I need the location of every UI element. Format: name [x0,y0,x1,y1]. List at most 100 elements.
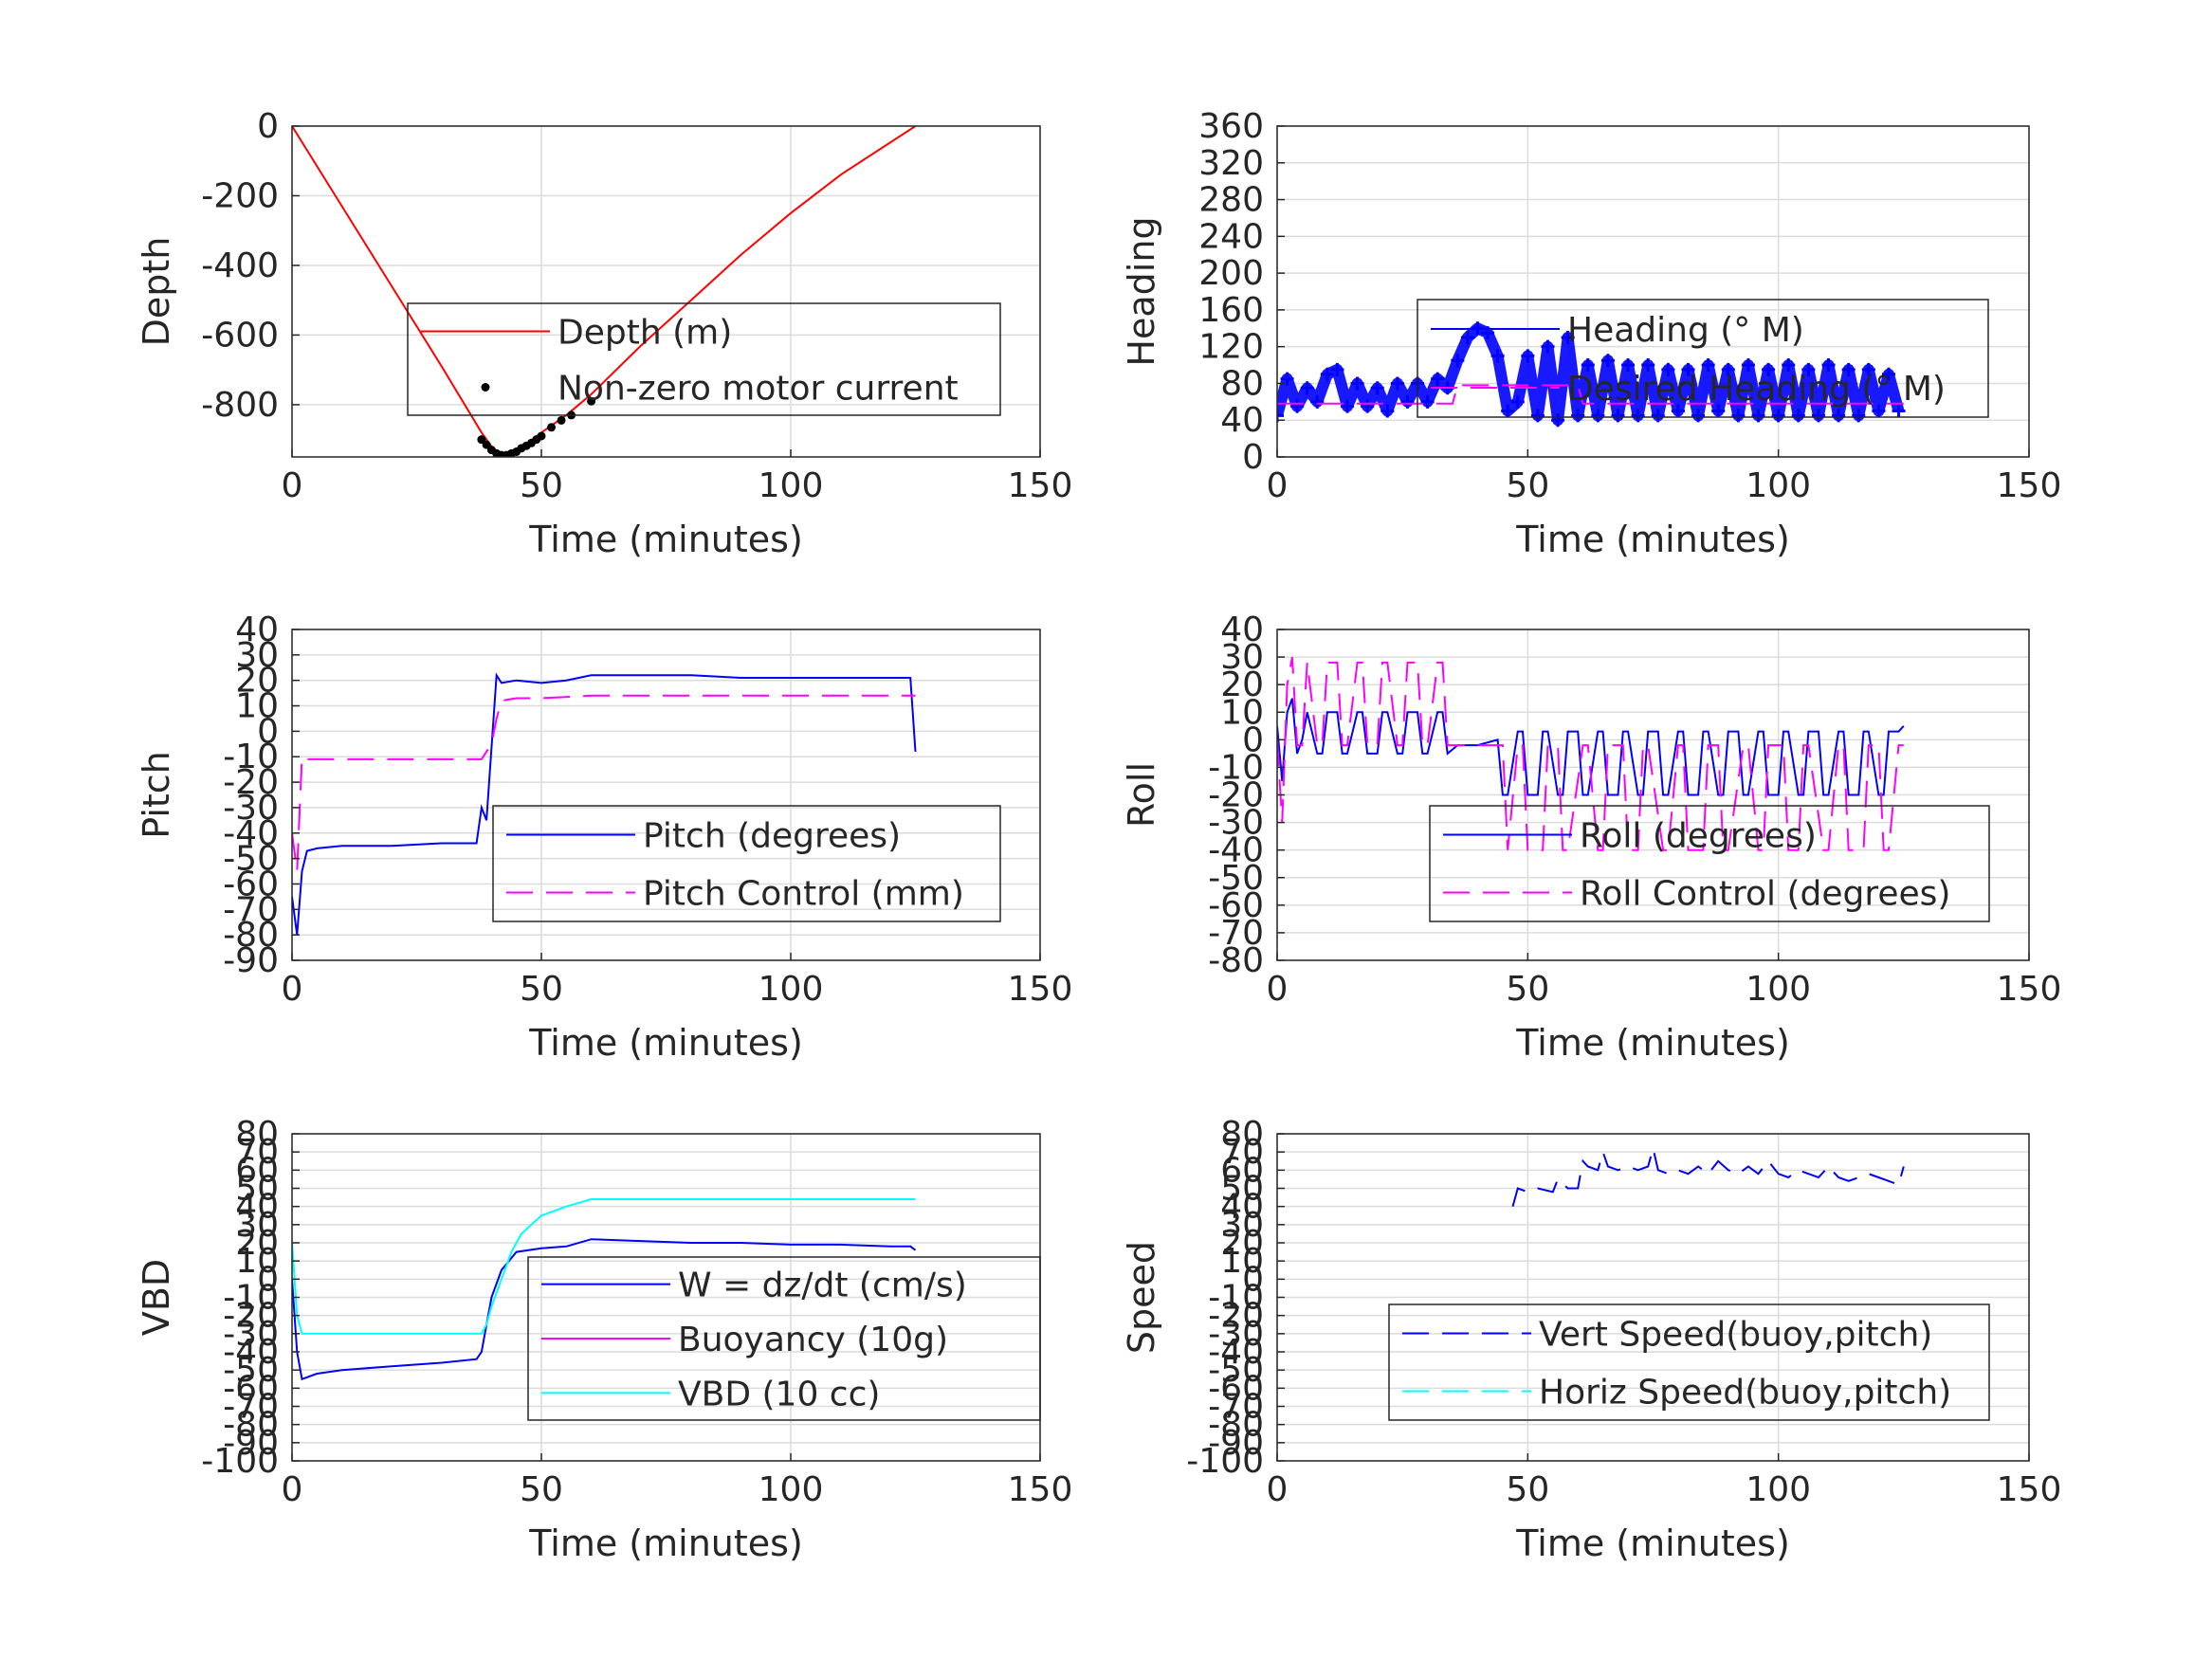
y-tick-label: 20 [1220,1224,1264,1263]
y-tick-label: -10 [1208,748,1264,787]
y-tick-label: -40 [223,1333,279,1372]
legend-label: Buoyancy (10g) [678,1321,948,1359]
data-point-heading [1370,381,1384,395]
data-point-heading [1521,349,1535,363]
x-tick-label: 0 [282,466,303,505]
y-tick-label: 30 [235,1206,279,1245]
y-tick-label: -90 [1208,1424,1264,1463]
y-tick-label: -20 [223,763,279,802]
y-tick-label: -30 [1208,1315,1264,1354]
data-point-heading [1811,409,1825,423]
x-tick-label: 150 [1997,466,2062,505]
y-tick-label: 30 [1220,638,1264,677]
data-point-heading [1591,409,1605,423]
x-tick-label: 0 [1267,466,1289,505]
y-axis-label: VBD [136,1259,177,1336]
data-point-heading [1310,394,1325,409]
y-tick-label: -60 [1208,886,1264,925]
legend-label: Roll Control (degrees) [1580,875,1950,914]
y-tick-label: -80 [223,916,279,955]
y-tick-label: -800 [201,386,279,425]
data-point-heading [1380,404,1395,418]
x-tick-label: 50 [1506,970,1549,1009]
data-point-heading [1350,376,1364,391]
y-tick-label: 320 [1198,144,1264,183]
y-axis-label: Pitch [136,751,177,839]
y-tick-label: -100 [201,1442,279,1481]
data-point-heading [1451,354,1465,368]
legend-label: Depth (m) [558,314,732,353]
legend-box [407,302,1001,416]
y-tick-label: 40 [1220,611,1264,649]
data-point-heading [1852,409,1866,423]
data-point-heading [1581,358,1595,373]
x-axis-label: Time (minutes) [1515,1522,1790,1564]
y-tick-label: 40 [235,1188,279,1227]
y-tick-label: 0 [257,712,279,751]
data-point-heading [1320,367,1334,381]
y-tick-label: -30 [1208,804,1264,843]
y-tick-label: 10 [1220,693,1264,732]
data-point-heading [1431,372,1445,386]
data-point-heading [1510,394,1525,409]
legend-box [1429,805,1990,922]
y-tick-label: 160 [1198,291,1264,330]
y-tick-label: 80 [1220,1115,1264,1154]
y-tick-label: -60 [223,1369,279,1408]
data-point-heading [1600,354,1615,368]
data-point-heading [1571,409,1585,423]
data-point-heading [1671,404,1685,418]
x-tick-label: 0 [1267,970,1289,1009]
y-tick-label: -70 [223,890,279,929]
y-tick-label: 70 [235,1133,279,1172]
y-tick-label: -50 [223,840,279,879]
y-tick-label: 10 [235,1242,279,1281]
y-axis-label: Speed [1121,1241,1162,1354]
x-tick-label: 0 [282,1470,303,1509]
legend-label: W = dz/dt (cm/s) [678,1267,967,1305]
data-point-heading [1661,362,1675,376]
legend-label: Roll (degrees) [1580,817,1817,856]
legend-label: Horiz Speed(buoy,pitch) [1539,1374,1951,1413]
legend-label: Pitch Control (mm) [643,875,964,914]
x-tick-label: 100 [1746,1470,1811,1509]
y-tick-label: 40 [1220,401,1264,440]
data-point-heading [1821,358,1836,373]
y-tick-label: 80 [235,1115,279,1154]
y-tick-label: -90 [223,941,279,980]
data-point-heading [1892,404,1906,418]
data-point-heading [1691,409,1706,423]
series-line-2 [1277,384,1904,405]
y-tick-label: 30 [235,636,279,675]
series-line-1 [292,1238,917,1381]
x-axis-label: Time (minutes) [1515,1022,1790,1064]
y-tick-label: -70 [1208,1388,1264,1427]
legend-box [1388,1304,1990,1421]
series-line-1 [1277,698,1905,796]
x-tick-label: 150 [1008,1470,1073,1509]
y-tick-label: -40 [1208,831,1264,870]
data-point-heading [1420,394,1435,409]
data-point-heading [1762,362,1776,376]
legend: Heading (° M) Desired Heading (° M) [1417,299,1989,418]
legend-label: Heading (° M) [1567,311,1804,350]
data-point-heading [1631,409,1645,423]
data-point-heading [1841,362,1856,376]
y-tick-label: -80 [223,1406,279,1445]
y-tick-label: 50 [235,1170,279,1209]
y-tick-label: 10 [235,687,279,726]
y-tick-label: -20 [1208,776,1264,815]
data-point-motor-current [587,396,596,406]
data-point-heading [1390,376,1404,391]
data-layer [292,1198,917,1381]
subplot-3: 0 50 100 150403020100-10-20-30-40-50-60-70-… [136,611,1072,1064]
plot-area [292,126,1040,457]
legend: W = dz/dt (cm/s) Buoyancy (10g) VBD (10 cc… [527,1256,1041,1421]
subplot-5: 0 50 100 15080706050403020100-10-20-30-40-5… [136,1115,1072,1564]
y-axis-label: Heading [1121,216,1162,366]
x-tick-label: 100 [1746,466,1811,505]
data-point-heading [1330,362,1344,376]
data-point-heading [1300,381,1314,395]
x-tick-label: 50 [520,466,563,505]
data-point-heading [1561,330,1575,344]
